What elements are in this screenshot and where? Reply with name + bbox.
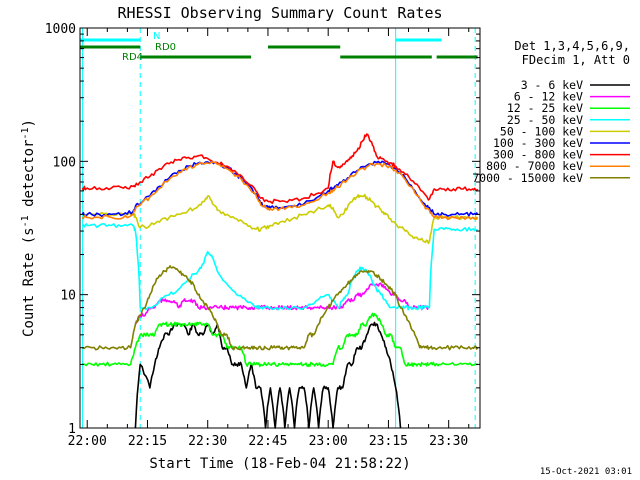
series-line-7 bbox=[81, 161, 479, 221]
legend-label-1: 6 - 12 keV bbox=[514, 90, 583, 104]
state-label-rd0: RD0 bbox=[155, 42, 176, 53]
legend-label-7: 800 - 7000 keV bbox=[486, 159, 583, 173]
x-axis: 22:00 22:15 22:30 22:45 23:00 23:15 23:30 bbox=[68, 28, 470, 449]
chart-title: RHESSI Observing Summary Count Rates bbox=[117, 4, 442, 22]
x-tick-label-6: 23:30 bbox=[429, 434, 468, 449]
y-tick-label-3: 1000 bbox=[45, 22, 76, 37]
x-tick-label-4: 23:00 bbox=[309, 434, 348, 449]
series-line-4 bbox=[81, 193, 479, 245]
series-line-0 bbox=[134, 321, 402, 429]
plot-frame bbox=[79, 27, 481, 429]
legend-label-4: 50 - 100 keV bbox=[500, 124, 583, 138]
legend: Det 1,3,4,5,6,9, FDecim 1, Att 0 3 - 6 k… bbox=[472, 39, 630, 185]
x-tick-label-3: 22:45 bbox=[248, 434, 287, 449]
x-tick-label-1: 22:15 bbox=[128, 434, 167, 449]
legend-label-2: 12 - 25 keV bbox=[507, 101, 583, 115]
series-line-8 bbox=[82, 265, 479, 351]
x-tick-label-5: 23:15 bbox=[369, 434, 408, 449]
legend-label-8: 7000 - 15000 keV bbox=[472, 171, 583, 185]
series-line-2 bbox=[82, 312, 478, 368]
x-tick-label-0: 22:00 bbox=[68, 434, 107, 449]
series-line-1 bbox=[134, 282, 430, 325]
state-label-n: N bbox=[153, 31, 160, 42]
y-tick-label-1: 10 bbox=[60, 289, 76, 304]
y-tick-label-2: 100 bbox=[53, 155, 76, 170]
date-stamp: 15-Oct-2021 03:01 bbox=[540, 467, 632, 477]
legend-header-decimation: FDecim 1, Att 0 bbox=[522, 53, 630, 67]
x-tick-label-2: 22:30 bbox=[188, 434, 227, 449]
legend-header-detectors: Det 1,3,4,5,6,9, bbox=[514, 39, 630, 53]
legend-label-0: 3 - 6 keV bbox=[521, 78, 583, 92]
legend-label-6: 300 - 800 keV bbox=[493, 148, 583, 162]
y-tick-label-0: 1 bbox=[68, 422, 76, 437]
series-line-6 bbox=[81, 133, 479, 205]
y-axis-label: Count Rate (s-1 detector-1) bbox=[20, 119, 37, 337]
y-axis: 1 10 100 1000 bbox=[45, 22, 480, 437]
legend-label-5: 100 - 300 keV bbox=[493, 136, 583, 150]
x-axis-label: Start Time (18-Feb-04 21:58:22) bbox=[149, 456, 410, 472]
series-line-3 bbox=[81, 223, 479, 311]
legend-label-3: 25 - 50 keV bbox=[507, 113, 583, 127]
state-label-rd4: RD4 bbox=[122, 52, 143, 63]
